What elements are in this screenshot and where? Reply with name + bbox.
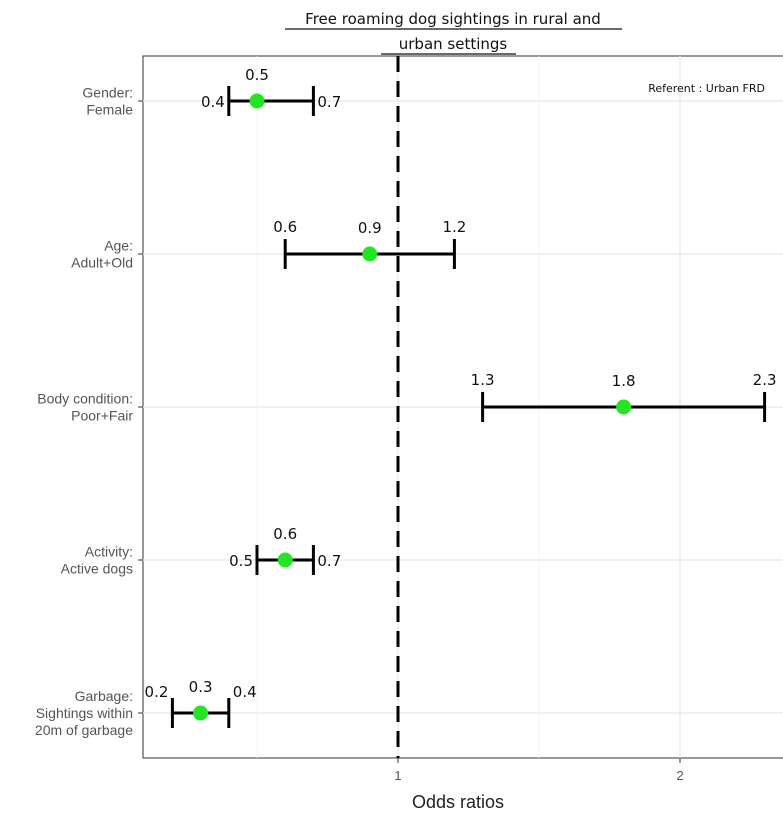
x-axis-title: Odds ratios — [412, 792, 504, 812]
estimate-point — [277, 552, 293, 568]
upper-ci-label: 0.7 — [317, 93, 341, 111]
lower-ci-label: 1.3 — [471, 371, 495, 389]
estimate-label: 0.3 — [189, 678, 213, 696]
upper-ci-label: 2.3 — [753, 371, 777, 389]
category-label: Age: — [104, 238, 133, 254]
x-tick-label: 2 — [676, 768, 683, 783]
chart-title: Free roaming dog sightings in rural and u… — [285, 10, 622, 55]
lower-ci-label: 0.5 — [229, 552, 253, 570]
upper-ci-label: 1.2 — [442, 218, 466, 236]
estimate-label: 0.9 — [358, 219, 382, 237]
category-label: Garbage: — [75, 688, 133, 704]
x-tick-label: 1 — [394, 768, 401, 783]
x-axis: 1 2 Odds ratios — [394, 758, 684, 812]
upper-ci-label: 0.4 — [233, 683, 257, 701]
category-label: Active dogs — [61, 561, 133, 577]
referent-note: Referent : Urban FRD — [648, 82, 765, 95]
series-odds-ratios — [170, 86, 767, 728]
title-line: urban settings — [399, 35, 508, 53]
category-label: Poor+Fair — [71, 408, 133, 424]
upper-ci-label: 0.7 — [317, 552, 341, 570]
category-label: Gender: — [82, 85, 133, 101]
lower-ci-label: 0.6 — [273, 218, 297, 236]
category-label: 20m of garbage — [35, 722, 133, 738]
estimate-point — [362, 246, 378, 262]
data-labels: 0.4 0.7 0.5 0.6 1.2 0.9 1.3 2.3 1.8 0.5 0.7 0.6 0.2 0… — [145, 66, 777, 701]
estimate-point — [193, 705, 209, 721]
category-label: Female — [86, 102, 133, 118]
estimate-point — [616, 399, 632, 415]
category-label: Activity: — [85, 544, 133, 560]
lower-ci-label: 0.2 — [145, 683, 169, 701]
lower-ci-label: 0.4 — [201, 93, 225, 111]
estimate-point — [249, 93, 265, 109]
title-line: Free roaming dog sightings in rural and — [305, 10, 601, 28]
category-label: Adult+Old — [71, 255, 133, 271]
estimate-label: 0.6 — [273, 525, 297, 543]
estimate-label: 1.8 — [612, 372, 636, 390]
y-axis-category-labels: Gender:Female Age:Adult+Old Body condition… — [35, 85, 143, 738]
estimate-label: 0.5 — [245, 66, 269, 84]
category-label: Body condition: — [37, 391, 133, 407]
category-label: Sightings within — [36, 705, 133, 721]
